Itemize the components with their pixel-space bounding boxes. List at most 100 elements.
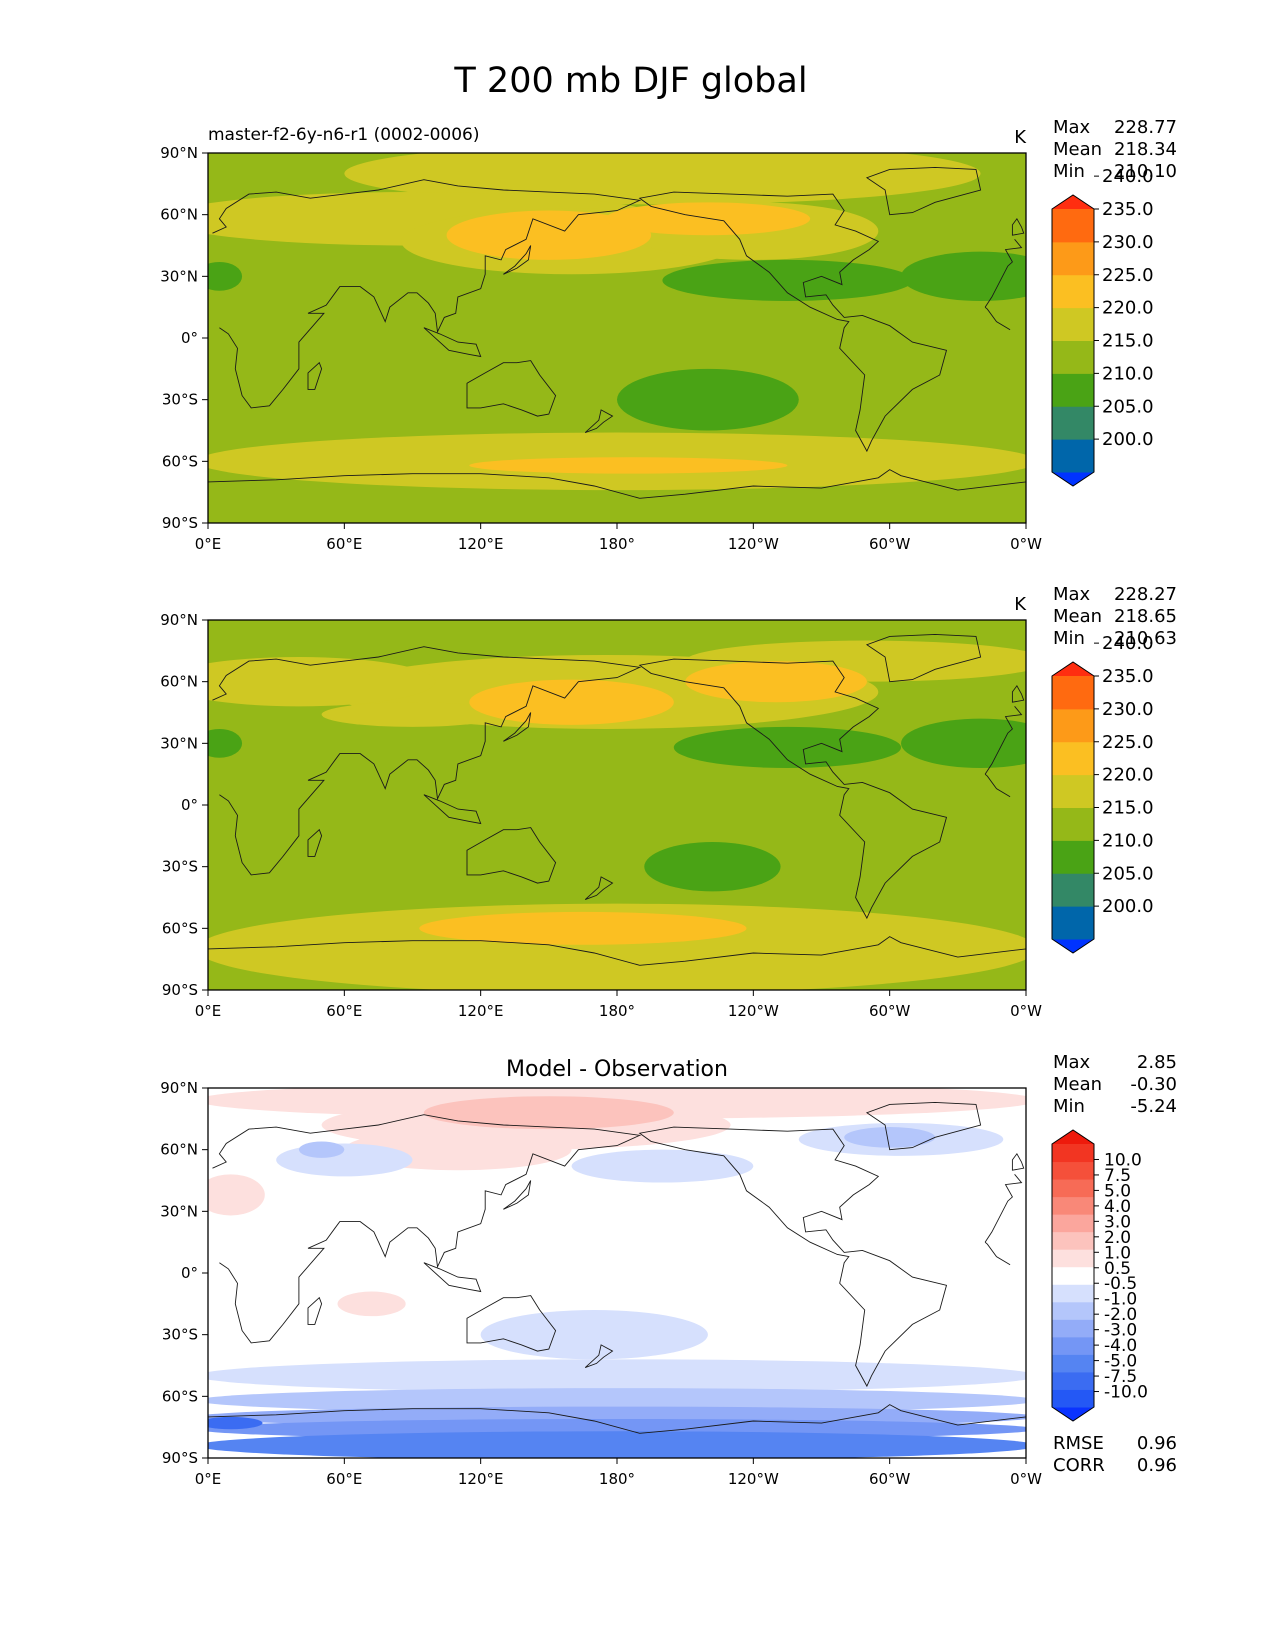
y-axis: 90°S 60°S 30°S 0° 30°N 60°N 90°N bbox=[160, 1079, 208, 1467]
x-tick-label: 0°E bbox=[195, 1470, 222, 1488]
coastline-greenland bbox=[865, 1101, 982, 1151]
colorbar-tick-label: 220.0 bbox=[1102, 298, 1154, 319]
panel-title: Model - Observation bbox=[506, 1057, 728, 1082]
x-tick-label: 120°W bbox=[728, 1470, 779, 1488]
coastline-americas bbox=[638, 1126, 948, 1388]
field-region-4 bbox=[446, 210, 652, 260]
colorbar-tick-label: 3.0 bbox=[1104, 1212, 1131, 1232]
coastline-australia bbox=[466, 360, 557, 417]
colorbar-segment bbox=[1052, 340, 1094, 374]
colorbar-tick-label: -10.0 bbox=[1104, 1383, 1148, 1403]
colorbar-tick-label: 200.0 bbox=[1102, 429, 1154, 450]
colorbar-tick-label: 5.0 bbox=[1104, 1181, 1131, 1201]
colorbar-segment bbox=[1052, 241, 1094, 276]
coastline-madagascar bbox=[307, 361, 323, 390]
coastline-australia bbox=[466, 827, 557, 884]
stats-block: Max 2.85 Mean -0.30 Min -5.24 bbox=[1053, 1052, 1177, 1117]
field-region-4 bbox=[208, 1174, 265, 1216]
field-region-8 bbox=[276, 1143, 413, 1177]
colorbar-segment bbox=[1052, 1249, 1094, 1268]
coastline-afroeurasia bbox=[984, 239, 1023, 308]
stat-label: Mean bbox=[1053, 606, 1102, 627]
y-tick-label: 90°S bbox=[162, 981, 198, 999]
field-region-8 bbox=[208, 261, 243, 291]
x-tick-label: 120°E bbox=[458, 1470, 504, 1488]
field-region-12 bbox=[844, 1127, 936, 1148]
colorbar-tick-label: 225.0 bbox=[1102, 732, 1154, 753]
y-tick-label: 0° bbox=[181, 796, 198, 814]
stats-block: Max 228.77 Mean 218.34 Min 210.10 bbox=[1053, 117, 1177, 182]
colorbar-segment bbox=[1052, 373, 1094, 407]
colorbar-segment bbox=[1052, 1371, 1094, 1390]
y-tick-label: 60°S bbox=[162, 1387, 198, 1405]
field-region-9 bbox=[298, 1141, 345, 1158]
field-region-10 bbox=[208, 903, 1026, 990]
stat-value: 2.85 bbox=[1137, 1052, 1177, 1073]
coastline-newzealand bbox=[584, 1344, 614, 1369]
y-tick-label: 30°S bbox=[162, 391, 198, 409]
field-region-5 bbox=[337, 1291, 406, 1317]
coastline-britain bbox=[1011, 684, 1025, 703]
colorbar-outline bbox=[1051, 661, 1095, 954]
colorbar-segment bbox=[1052, 906, 1094, 940]
coastline-afroeurasia-1 bbox=[212, 646, 642, 876]
colorbar-tick-label: 200.0 bbox=[1102, 896, 1154, 917]
stat-value: 210.10 bbox=[1114, 161, 1177, 182]
field-test bbox=[208, 153, 1026, 523]
coastline-greenland bbox=[865, 633, 982, 683]
field-region-9 bbox=[644, 842, 781, 892]
coastline-afroeurasia-1 bbox=[212, 179, 642, 409]
field-region-5 bbox=[605, 202, 811, 236]
colorbar-segment bbox=[1052, 774, 1094, 808]
x-tick-label: 60°W bbox=[869, 535, 911, 553]
colorbar-under-arrow bbox=[1052, 1407, 1094, 1421]
colorbar-tick-label: -5.0 bbox=[1104, 1352, 1137, 1372]
colorbar-tick-label: 0.5 bbox=[1104, 1259, 1131, 1279]
colorbar-segment bbox=[1052, 1179, 1094, 1198]
coastlines bbox=[208, 633, 1026, 966]
field-region-10 bbox=[571, 1149, 754, 1183]
stat-value: -5.24 bbox=[1130, 1096, 1177, 1117]
colorbar-segment bbox=[1052, 1214, 1094, 1233]
colorbar-tick-label: 2.0 bbox=[1104, 1228, 1131, 1248]
panel-test: 0°E 60°E 120°E 180° 120°W 60°W 0°W 90°S 60°S 30°S… bbox=[160, 117, 1177, 553]
colorbar-tick-label: -3.0 bbox=[1104, 1321, 1137, 1341]
colorbar-segment bbox=[1052, 676, 1094, 710]
colorbar: -10.0-7.5-5.0-4.0-3.0-2.0-1.0-0.50.51.02… bbox=[1051, 1129, 1148, 1422]
field-region-4 bbox=[469, 679, 674, 725]
colorbar-tick-label: -2.0 bbox=[1104, 1305, 1137, 1325]
coastline-australia bbox=[466, 1295, 557, 1352]
y-tick-label: 60°S bbox=[162, 452, 198, 470]
colorbar: 200.0 205.0 210.0 215.0 220.0 225.0 230.0 235.0… bbox=[1051, 633, 1154, 954]
coastlines bbox=[208, 166, 1026, 499]
colorbar-under-arrow bbox=[1052, 939, 1094, 953]
colorbar-under-arrow bbox=[1052, 472, 1094, 486]
y-tick-label: 0° bbox=[181, 329, 198, 347]
x-tick-label: 60°E bbox=[326, 535, 362, 553]
x-tick-label: 0°W bbox=[1010, 1002, 1042, 1020]
colorbar-outline bbox=[1051, 1129, 1095, 1422]
x-tick-label: 120°W bbox=[728, 1002, 779, 1020]
colorbar-segment bbox=[1052, 209, 1094, 243]
stat-value: 228.77 bbox=[1114, 117, 1177, 138]
metric-label: RMSE bbox=[1053, 1433, 1104, 1454]
colorbar: 200.0 205.0 210.0 215.0 220.0 225.0 230.0 235.0… bbox=[1051, 166, 1154, 487]
colorbar-segment bbox=[1052, 708, 1094, 743]
stat-label: Max bbox=[1053, 1052, 1091, 1073]
stat-value: 218.65 bbox=[1114, 606, 1177, 627]
colorbar-tick-label: 10.0 bbox=[1104, 1150, 1142, 1170]
colorbar-tick-label: 205.0 bbox=[1102, 863, 1154, 884]
field-region-1 bbox=[208, 657, 436, 707]
field-region-18 bbox=[208, 1431, 1026, 1458]
colorbar-segment bbox=[1052, 1266, 1094, 1285]
field-region-7 bbox=[901, 718, 1026, 768]
colorbar-tick-label: 240.0 bbox=[1102, 166, 1154, 187]
colorbar-segment bbox=[1052, 406, 1094, 440]
field-region-9 bbox=[617, 368, 799, 431]
colorbar-segment bbox=[1052, 1284, 1094, 1303]
colorbar-segment bbox=[1052, 1336, 1094, 1355]
colorbar-tick-label: 205.0 bbox=[1102, 396, 1154, 417]
colorbar-segment bbox=[1052, 1161, 1094, 1180]
field-region-11 bbox=[419, 911, 747, 945]
colorbar-tick-label: 7.5 bbox=[1104, 1166, 1131, 1186]
